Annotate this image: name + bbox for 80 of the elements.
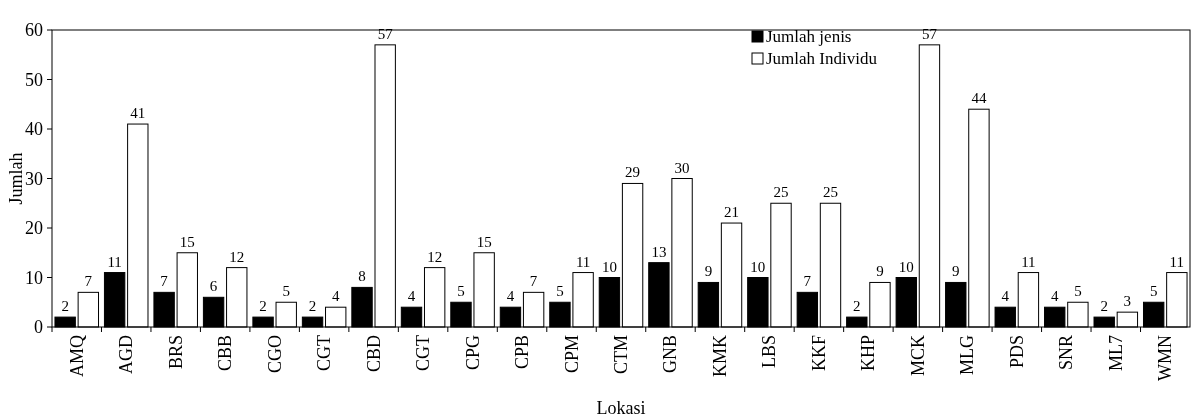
- x-tick-label: CGT: [314, 335, 335, 371]
- data-label: 41: [130, 105, 146, 122]
- x-tick-label: AMQ: [66, 335, 87, 378]
- data-label: 11: [575, 253, 591, 270]
- data-label: 5: [556, 283, 564, 300]
- data-label: 10: [750, 258, 766, 275]
- data-label: 44: [971, 90, 987, 107]
- data-label: 57: [377, 25, 394, 42]
- data-label: 4: [407, 288, 416, 305]
- y-tick-label: 40: [25, 119, 43, 140]
- x-tick-label: PDS: [1006, 335, 1027, 369]
- x-tick-label: CBD: [363, 335, 384, 373]
- data-label: 25: [822, 184, 838, 201]
- data-label: 11: [107, 253, 122, 270]
- x-tick-label: CPG: [462, 335, 483, 371]
- data-label: 9: [952, 263, 960, 280]
- data-label: 5: [282, 283, 290, 300]
- x-tick-label: KKF: [808, 335, 829, 372]
- data-label: 11: [1169, 253, 1185, 270]
- data-label: 13: [651, 243, 667, 260]
- data-label: 4: [1001, 288, 1010, 305]
- x-tick-label: KMK: [709, 335, 730, 378]
- y-tick-label: 30: [25, 168, 43, 189]
- data-label: 2: [61, 298, 69, 315]
- x-tick-label: CPB: [512, 335, 533, 370]
- x-tick-label: AGD: [116, 335, 137, 374]
- x-tick-label: CBB: [215, 335, 236, 372]
- y-tick-label: 60: [25, 20, 43, 41]
- y-tick-label: 20: [25, 218, 43, 239]
- y-axis-title: Jumlah: [6, 152, 26, 205]
- data-label: 5: [457, 283, 465, 300]
- data-label: 7: [803, 273, 812, 290]
- x-tick-label: KHP: [858, 335, 879, 372]
- x-tick-label: SNR: [1056, 335, 1077, 371]
- data-label: 12: [229, 248, 245, 265]
- data-label: 7: [84, 273, 93, 290]
- data-label: 9: [876, 263, 884, 280]
- data-label: 9: [704, 263, 713, 280]
- data-label: 4: [1050, 288, 1059, 305]
- data-label: 21: [724, 204, 740, 221]
- legend-label: Jumlah Individu: [766, 48, 878, 68]
- y-tick-label: 10: [25, 267, 43, 288]
- data-label: 25: [773, 184, 789, 201]
- data-label: 2: [308, 298, 317, 315]
- x-tick-label: MCK: [907, 335, 928, 377]
- legend-label: Jumlah jenis: [766, 26, 852, 46]
- data-label: 15: [476, 233, 492, 250]
- data-label: 2: [259, 298, 267, 315]
- x-tick-label: LBS: [759, 335, 780, 369]
- x-tick-label: CTM: [611, 335, 631, 375]
- data-label: 57: [921, 25, 938, 42]
- data-label: 8: [358, 268, 366, 285]
- x-tick-label: BRS: [165, 335, 186, 370]
- x-tick-label: GNB: [660, 335, 681, 374]
- y-tick-label: 0: [34, 317, 43, 338]
- x-tick-label: CPM: [561, 335, 582, 374]
- y-tick-label: 50: [25, 69, 43, 90]
- data-label: 12: [427, 248, 443, 265]
- data-label: 15: [179, 233, 195, 250]
- x-tick-label: CGO: [264, 335, 285, 374]
- data-label: 30: [674, 159, 690, 176]
- data-label: 5: [1149, 283, 1158, 300]
- data-label: 11: [1021, 253, 1036, 270]
- data-label: 4: [506, 288, 515, 305]
- data-label: 6: [209, 278, 218, 295]
- data-label: 5: [1074, 283, 1082, 300]
- x-tick-label: WMN: [1155, 335, 1176, 381]
- x-axis-title: Lokasi: [596, 398, 646, 417]
- x-tick-label: MLG: [957, 335, 978, 375]
- data-label: 10: [898, 258, 914, 275]
- data-label: 29: [625, 164, 641, 181]
- x-tick-label: CGT: [413, 335, 434, 371]
- data-label: 2: [1100, 298, 1108, 315]
- data-label: 7: [529, 273, 538, 290]
- data-label: 3: [1123, 293, 1132, 310]
- x-tick-label: ML7: [1105, 335, 1126, 371]
- data-label: 7: [160, 273, 169, 290]
- data-label: 4: [331, 288, 340, 305]
- data-label: 2: [853, 298, 861, 315]
- data-label: 10: [601, 258, 617, 275]
